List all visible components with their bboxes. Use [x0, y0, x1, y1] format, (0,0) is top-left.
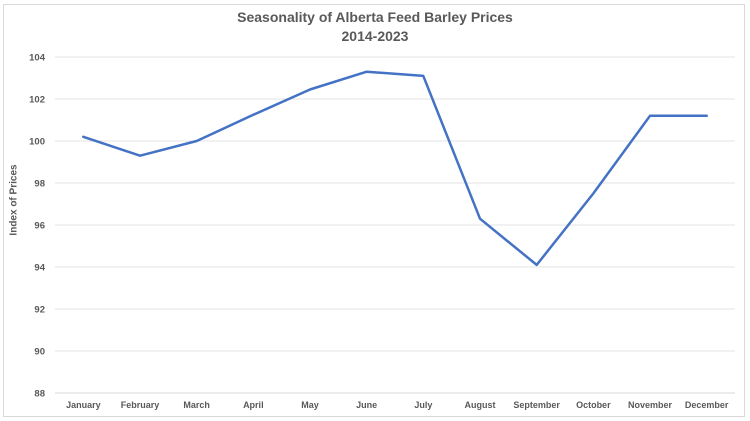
y-tick-label: 96 — [34, 221, 45, 232]
x-tick-label: February — [121, 400, 160, 410]
x-tick-label: December — [685, 400, 729, 410]
x-tick-label: May — [301, 400, 319, 410]
y-tick-label: 104 — [29, 53, 46, 64]
y-tick-label: 98 — [34, 179, 45, 190]
chart-title: Seasonality of Alberta Feed Barley Price… — [237, 9, 513, 25]
x-tick-label: August — [465, 400, 496, 410]
x-tick-label: June — [356, 400, 377, 410]
x-tick-label: October — [576, 400, 611, 410]
x-tick-label: March — [183, 400, 210, 410]
y-tick-label: 90 — [34, 347, 45, 358]
series-line — [82, 70, 708, 267]
y-tick-label: 88 — [34, 389, 45, 400]
y-tick-label: 102 — [29, 95, 45, 106]
y-tick-label: 100 — [29, 137, 45, 148]
y-tick-label: 92 — [34, 305, 45, 316]
x-tick-label: November — [628, 400, 673, 410]
x-tick-label: September — [513, 400, 560, 410]
x-tick-label: January — [66, 400, 101, 410]
y-tick-label: 94 — [34, 263, 45, 274]
x-tick-label: July — [414, 400, 432, 410]
x-tick-label: April — [243, 400, 264, 410]
chart-subtitle: 2014-2023 — [341, 28, 409, 44]
